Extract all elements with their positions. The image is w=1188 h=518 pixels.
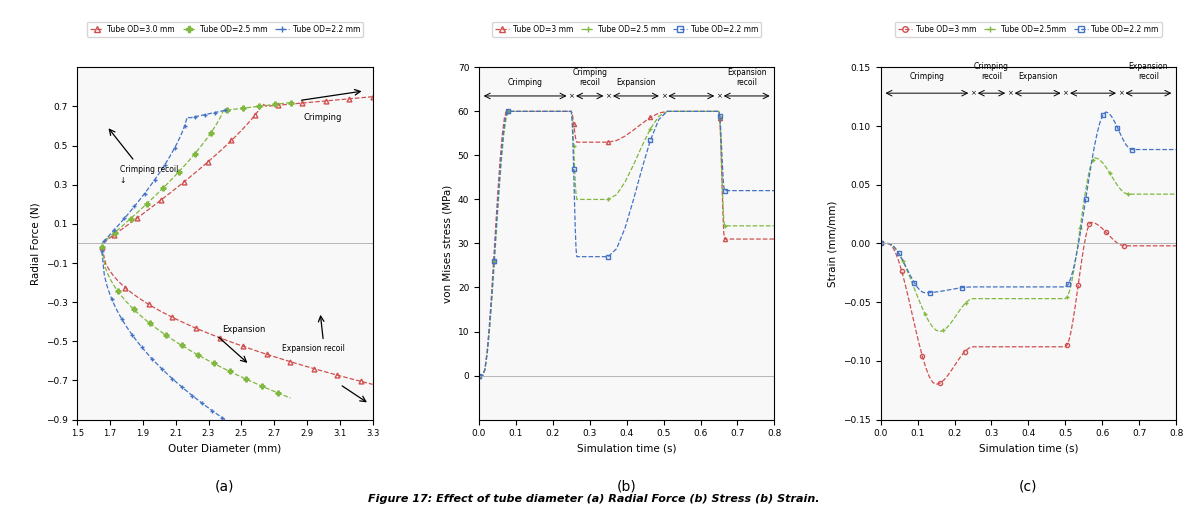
Legend: Tube OD=3 mm, Tube OD=2.5mm, Tube OD=2.2 mm: Tube OD=3 mm, Tube OD=2.5mm, Tube OD=2.2… [895,22,1162,37]
Text: ×: × [1062,90,1068,96]
Text: Expansion: Expansion [617,78,656,87]
Legend: Tube OD=3.0 mm, Tube OD=2.5 mm, Tube OD=2.2 mm: Tube OD=3.0 mm, Tube OD=2.5 mm, Tube OD=… [87,22,364,37]
Text: (c): (c) [1019,479,1037,493]
Text: ×: × [1007,90,1013,96]
Text: Crimping: Crimping [909,73,944,81]
Text: ×: × [568,93,574,99]
Legend: Tube OD=3 mm, Tube OD=2.5 mm, Tube OD=2.2 mm: Tube OD=3 mm, Tube OD=2.5 mm, Tube OD=2.… [492,22,762,37]
Text: Crimping recoil
↓: Crimping recoil ↓ [120,165,178,185]
Text: Expansion: Expansion [222,324,265,334]
Text: Figure 17: Effect of tube diameter (a) Radial Force (b) Stress (b) Strain.: Figure 17: Effect of tube diameter (a) R… [368,495,820,505]
X-axis label: Simulation time (s): Simulation time (s) [577,444,676,454]
Text: ×: × [971,90,977,96]
Text: Expansion recoil: Expansion recoil [283,344,346,353]
Text: Expansion
recoil: Expansion recoil [727,68,766,87]
X-axis label: Simulation time (s): Simulation time (s) [979,444,1079,454]
Y-axis label: Strain (mm/mm): Strain (mm/mm) [828,200,838,286]
Text: ×: × [661,93,666,99]
Text: Crimping
recoil: Crimping recoil [974,62,1009,81]
Text: (a): (a) [215,479,235,493]
Text: (b): (b) [617,479,637,493]
Y-axis label: von Mises stress (MPa): von Mises stress (MPa) [442,184,453,303]
Text: ×: × [1118,90,1124,96]
Text: Crimping
recoil: Crimping recoil [573,68,607,87]
X-axis label: Outer Diameter (mm): Outer Diameter (mm) [169,444,282,454]
Text: ×: × [605,93,611,99]
Y-axis label: Radial Force (N): Radial Force (N) [30,202,40,285]
Text: Crimping: Crimping [507,78,543,87]
Text: Expansion: Expansion [1018,73,1057,81]
Text: Crimping: Crimping [304,113,342,122]
Text: ×: × [716,93,722,99]
Text: Expansion
recoil: Expansion recoil [1129,62,1168,81]
